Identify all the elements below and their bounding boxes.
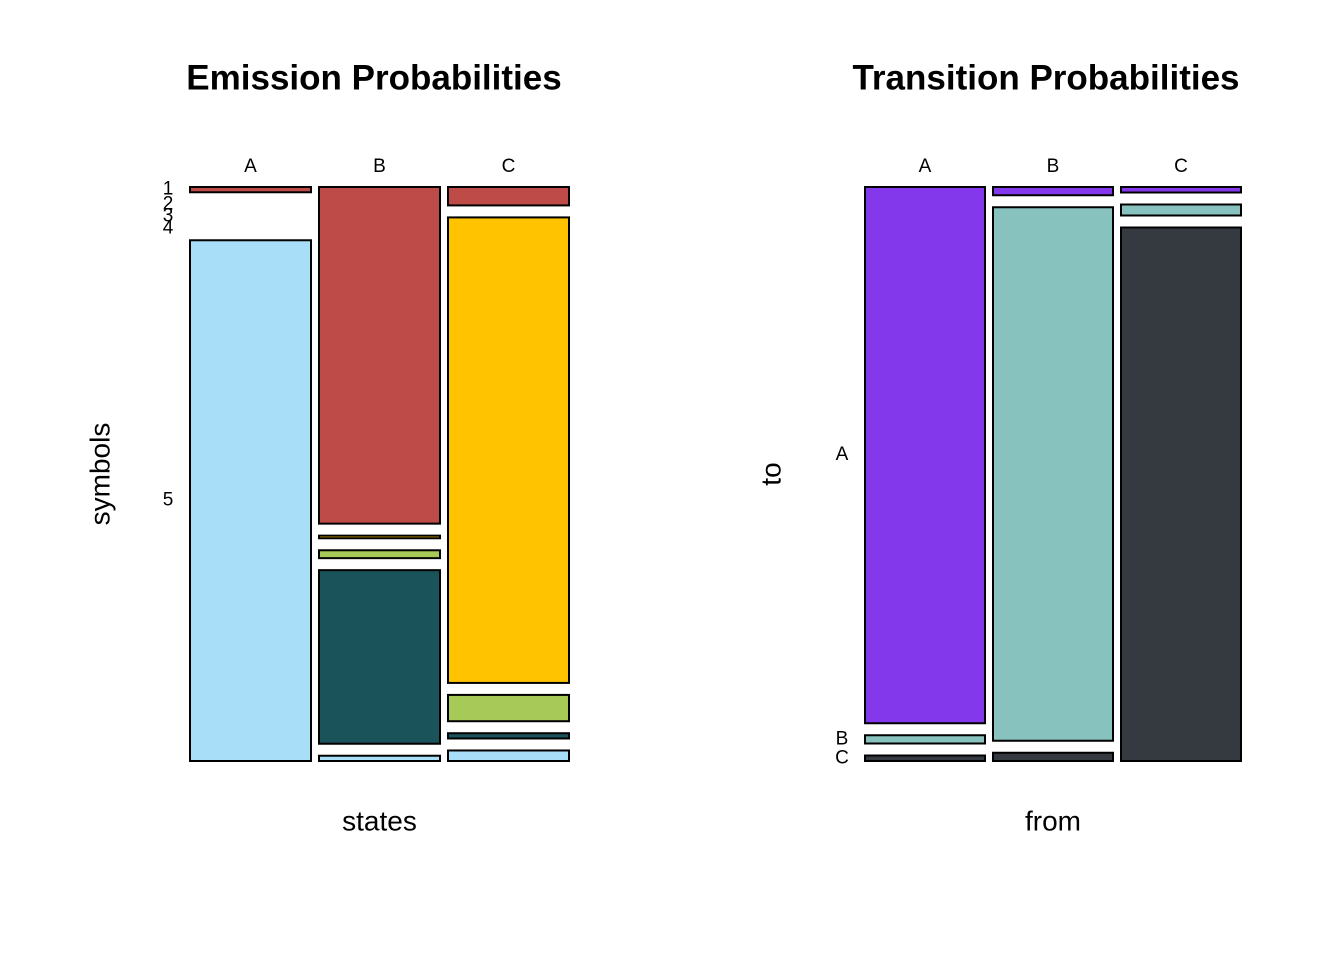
cell — [318, 186, 441, 525]
cell — [864, 734, 986, 745]
row-label: 4 — [163, 217, 174, 238]
cell — [1120, 203, 1242, 217]
cell — [1120, 226, 1242, 762]
column-label: A — [919, 156, 932, 177]
cell — [447, 186, 570, 207]
row-label: 1 — [163, 179, 174, 200]
row-label: A — [836, 444, 849, 465]
row-label: B — [836, 728, 849, 749]
column-label: B — [1047, 156, 1060, 177]
column-label: A — [244, 156, 257, 177]
cell — [447, 216, 570, 684]
cell — [318, 569, 441, 745]
cell — [1120, 186, 1242, 194]
chart-title: Transition Probabilities — [852, 58, 1239, 97]
cell — [189, 239, 312, 762]
cell — [318, 754, 441, 762]
cell — [864, 754, 986, 762]
cell — [447, 732, 570, 740]
y-axis-label: symbols — [84, 423, 115, 526]
column-label: C — [502, 156, 516, 177]
x-axis-label: from — [1025, 805, 1081, 836]
cell — [447, 749, 570, 762]
cell — [189, 186, 312, 194]
cell — [992, 186, 1114, 197]
cell — [864, 186, 986, 725]
cell — [318, 534, 441, 540]
y-axis-label: to — [755, 462, 786, 485]
cell — [992, 751, 1114, 762]
x-axis-label: states — [342, 805, 417, 836]
row-label: 2 — [163, 193, 174, 214]
chart-title: Emission Probabilities — [186, 58, 561, 97]
row-label: 3 — [163, 205, 174, 226]
cell — [318, 549, 441, 560]
row-label: C — [835, 747, 849, 768]
column-label: C — [1174, 156, 1188, 177]
column-label: B — [373, 156, 386, 177]
row-label: 5 — [163, 490, 174, 511]
cell — [447, 693, 570, 723]
cell — [992, 206, 1114, 742]
